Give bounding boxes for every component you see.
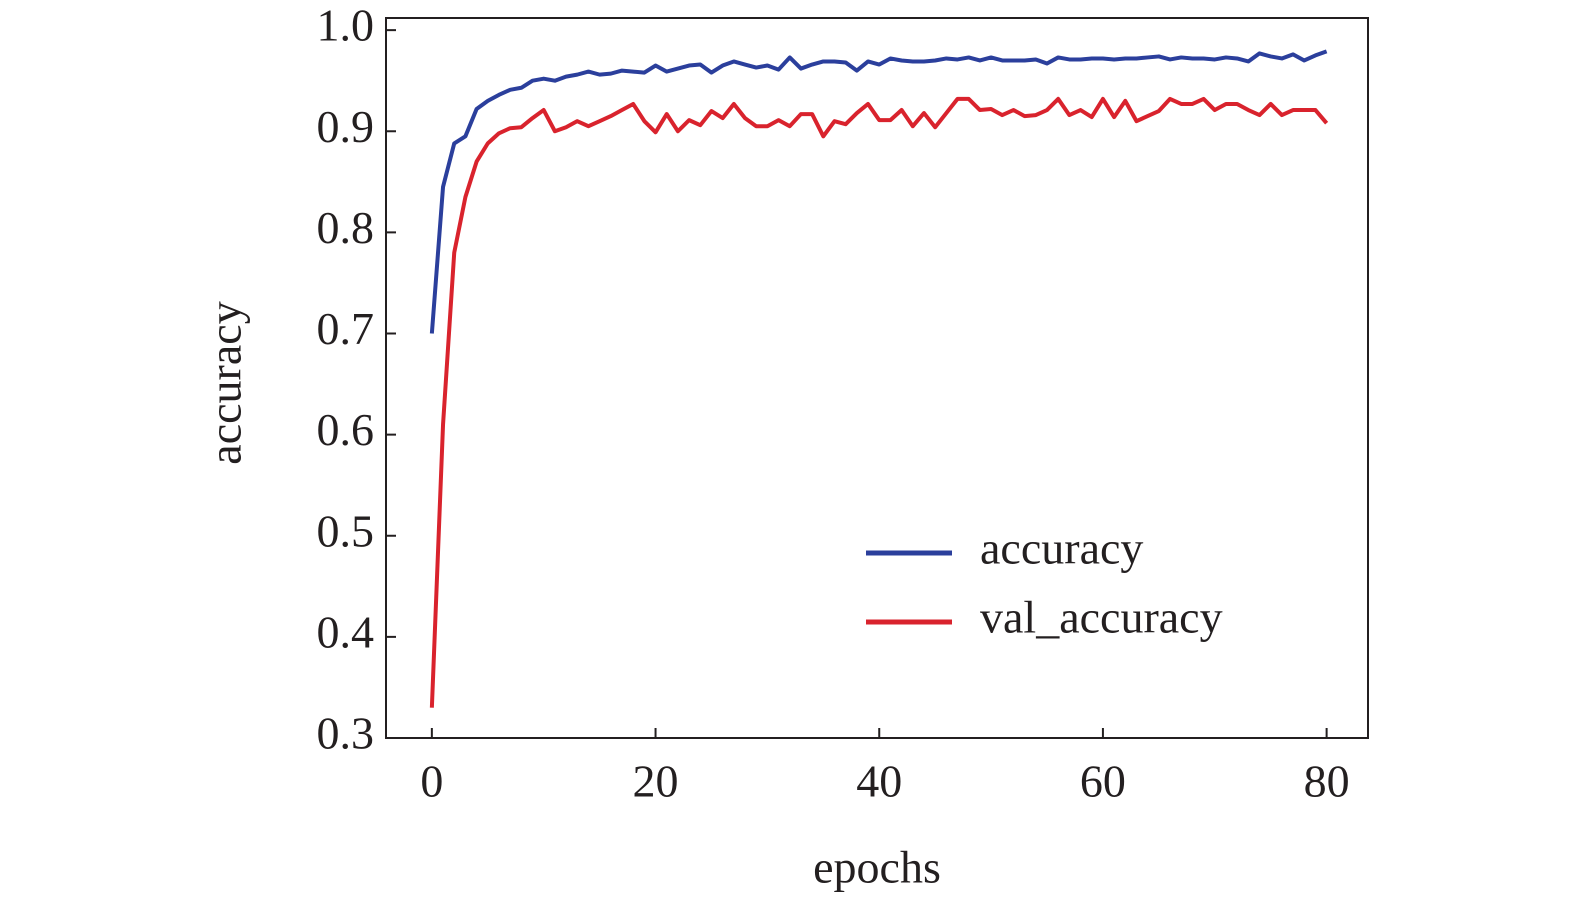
x-tick-label: 0 <box>420 756 443 807</box>
y-tick-label: 0.3 <box>317 708 375 759</box>
x-tick-label: 60 <box>1080 756 1126 807</box>
y-tick-label: 0.4 <box>317 606 375 657</box>
y-tick-label: 0.7 <box>317 303 375 354</box>
data-line <box>429 96 1329 708</box>
x-axis-label: epochs <box>813 842 941 893</box>
data-line <box>429 49 1328 334</box>
x-tick-label: 80 <box>1304 756 1350 807</box>
x-tick-label: 40 <box>856 756 902 807</box>
y-tick-label: 1.0 <box>317 0 375 51</box>
plot-frame <box>385 17 1369 739</box>
y-tick-label: 0.9 <box>317 101 375 152</box>
y-axis-label: accuracy <box>200 301 251 464</box>
x-tick-label: 20 <box>633 756 679 807</box>
legend-label: val_accuracy <box>980 592 1223 643</box>
y-tick-label: 0.8 <box>317 202 375 253</box>
y-tick-label: 0.6 <box>317 404 375 455</box>
y-tick-label: 0.5 <box>317 505 375 556</box>
legend-label: accuracy <box>980 523 1143 574</box>
